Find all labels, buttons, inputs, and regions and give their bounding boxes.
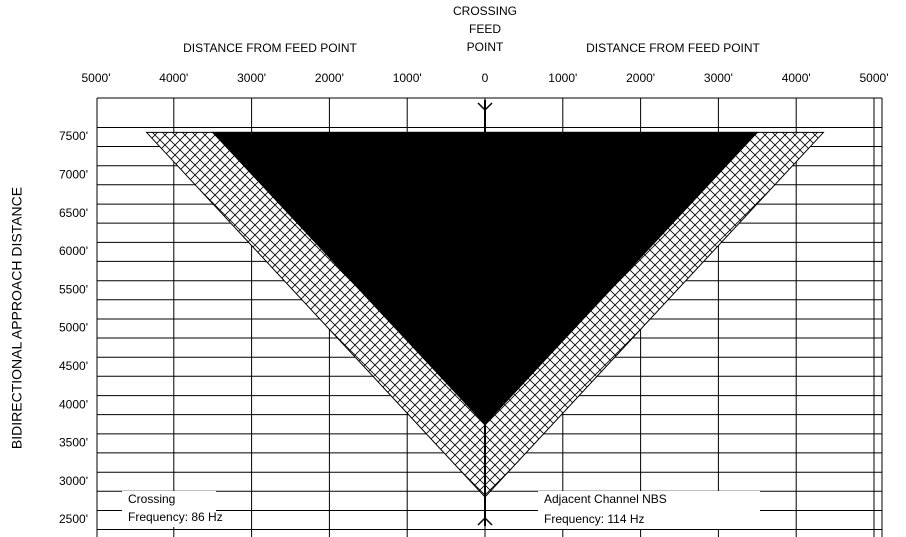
x-tick-label: 1000'	[393, 71, 422, 85]
x-tick-label: 3000'	[704, 71, 733, 85]
x-tick-label: 5000'	[860, 71, 889, 85]
y-tick-label: 7000'	[59, 167, 88, 181]
y-tick-label: 6000'	[59, 244, 88, 258]
y-tick-label: 3000'	[59, 474, 88, 488]
legend-right-line2: Frequency: 114 Hz	[544, 512, 645, 526]
header-point: POINT	[467, 40, 504, 54]
x-tick-label: 2000'	[315, 71, 344, 85]
y-tick-label: 2500'	[59, 512, 88, 526]
y-tick-label: 3500'	[59, 436, 88, 450]
y-tick-label: 5000'	[59, 321, 88, 335]
x-tick-label: 3000'	[237, 71, 266, 85]
top-arrow	[477, 102, 493, 112]
right-title: DISTANCE FROM FEED POINT	[586, 41, 760, 55]
y-tick-label: 4000'	[59, 397, 88, 411]
legend-left-bg	[122, 491, 216, 527]
x-tick-label: 4000'	[159, 71, 188, 85]
legend-left-line1: Crossing	[128, 492, 175, 506]
legend-right-line1: Adjacent Channel NBS	[544, 492, 667, 506]
x-tick-label: 5000'	[82, 71, 111, 85]
legend-left-line2: Frequency: 86 Hz	[128, 510, 223, 524]
bottom-arrow	[477, 516, 493, 526]
y-tick-label: 7500'	[59, 129, 88, 143]
y-tick-label: 6500'	[59, 206, 88, 220]
x-tick-label: 4000'	[782, 71, 811, 85]
legend-right-bg	[538, 491, 760, 529]
overlay: Crossing Frequency: 86 Hz Adjacent Chann…	[122, 100, 760, 529]
x-tick-label: 0	[482, 71, 489, 85]
header-crossing: CROSSING	[453, 4, 517, 18]
y-tick-label: 5500'	[59, 282, 88, 296]
header-feed: FEED	[469, 22, 501, 36]
left-title: DISTANCE FROM FEED POINT	[183, 41, 357, 55]
y-axis-label: BIDIRECTIONAL APPROACH DISTANCE	[9, 187, 25, 449]
x-tick-label: 2000'	[626, 71, 655, 85]
x-tick-label: 1000'	[548, 71, 577, 85]
y-tick-label: 4500'	[59, 359, 88, 373]
